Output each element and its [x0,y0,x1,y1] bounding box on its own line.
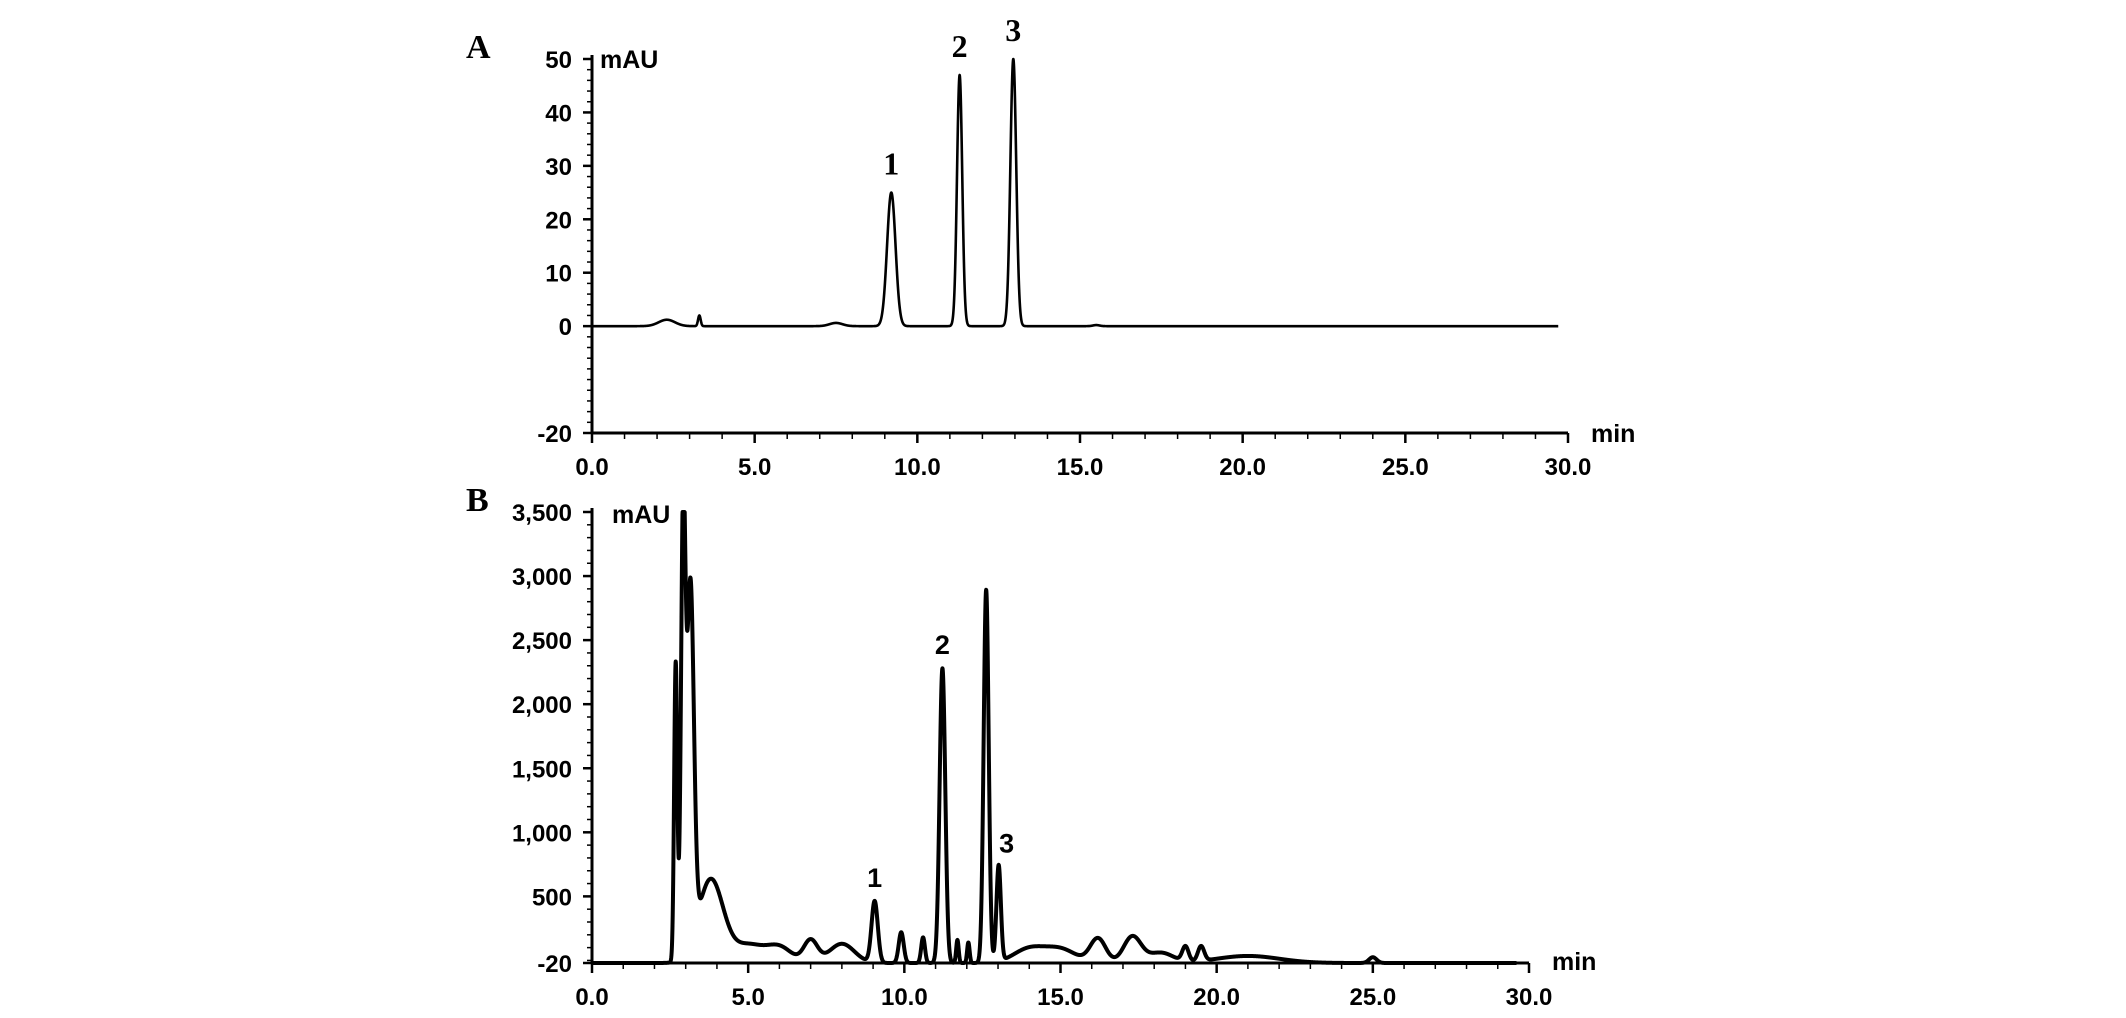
x-tick-label: 5.0 [731,984,764,1011]
peak-label-3: 3 [999,828,1014,858]
y-tick-label: -20 [537,951,572,978]
x-unit-label: min [1552,948,1596,976]
y-tick-label: 50 [545,47,572,74]
x-tick-label: 0.0 [575,454,608,481]
x-tick-label: 15.0 [1037,984,1084,1011]
y-unit-label: mAU [600,46,658,74]
x-tick-label: 15.0 [1057,454,1104,481]
peak-label-1: 1 [883,146,899,182]
y-tick-label: 500 [532,884,572,911]
x-unit-label: min [1591,420,1635,448]
panel-letter: B [466,482,489,519]
y-tick-label: 1,500 [512,756,572,783]
x-tick-label: 25.0 [1382,454,1429,481]
x-tick-label: 20.0 [1193,984,1240,1011]
y-unit-label: mAU [612,501,670,529]
y-tick-label: 0 [559,314,572,341]
x-tick-label: 5.0 [738,454,771,481]
y-tick-label: 40 [545,100,572,127]
x-tick-label: 25.0 [1349,984,1396,1011]
peak-label-1: 1 [867,863,882,893]
panel-b: B 0.0 5.0 10.0 15.0 20.0 25.0 30.0 -20 500 1,000 1,… [466,482,1596,1011]
x-tick-label: 30.0 [1506,984,1553,1011]
x-tick-label: 10.0 [881,984,928,1011]
y-tick-label: 3,500 [512,500,572,527]
x-tick-label: 0.0 [575,984,608,1011]
y-tick-label: 20 [545,207,572,234]
y-tick-label: 2,000 [512,692,572,719]
y-tick-label: 1,000 [512,820,572,847]
y-tick-label: 10 [545,261,572,288]
peak-label-3: 3 [1005,12,1021,48]
peak-label-2: 2 [952,28,968,64]
chromatogram-trace [590,57,1560,328]
panel-a: A 0.0 5.0 10.0 15.0 20.0 25.0 30.0 -20 0 10 20 30 40 5… [466,12,1635,481]
panel-letter: A [466,29,491,66]
x-tick-label: 20.0 [1219,454,1266,481]
x-tick-label: 10.0 [894,454,941,481]
x-tick-label: 30.0 [1545,454,1592,481]
y-tick-label: 30 [545,154,572,181]
chromatogram-trace [590,510,1519,965]
y-tick-label: 3,000 [512,564,572,591]
y-tick-label: 2,500 [512,628,572,655]
y-tick-label: -20 [537,421,572,448]
peak-label-2: 2 [935,630,950,660]
